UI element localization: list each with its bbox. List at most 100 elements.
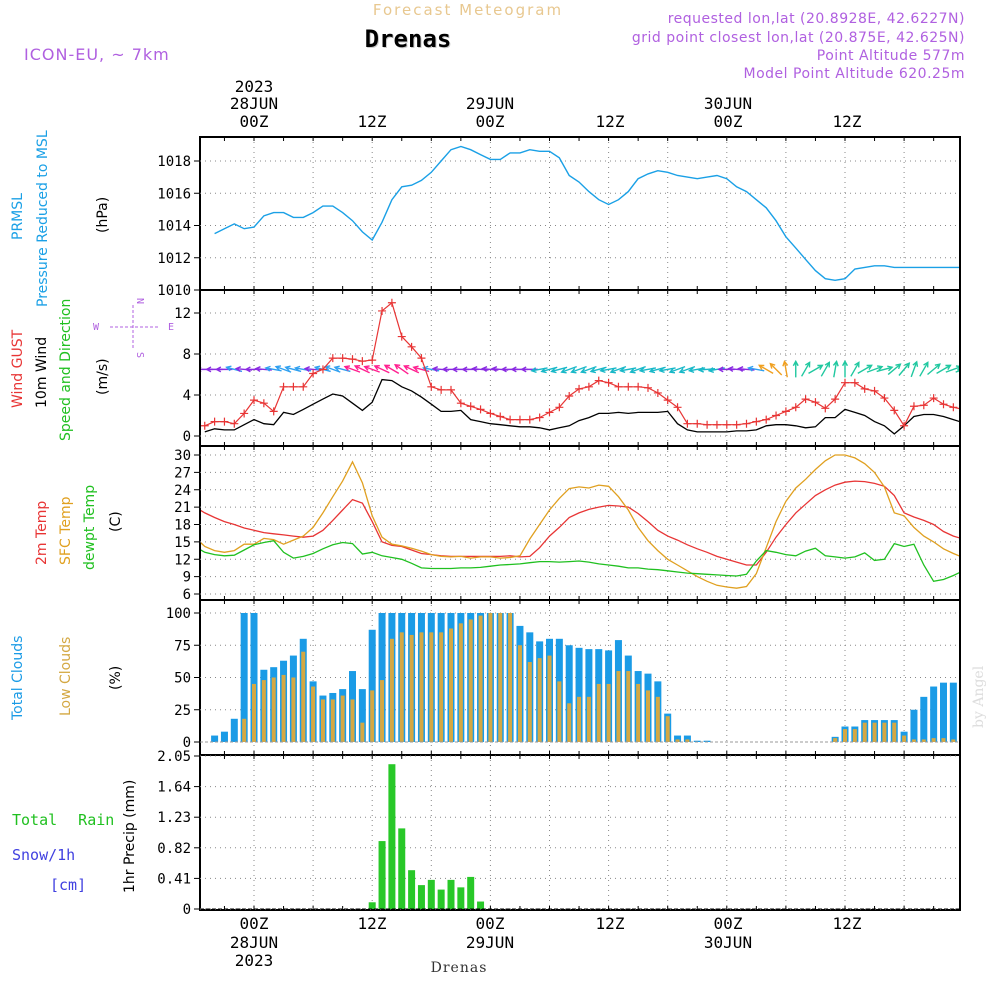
gust-marker	[318, 365, 327, 374]
total-clouds-label: Total Clouds	[10, 636, 26, 721]
rain-bar	[417, 885, 425, 909]
low-clouds-bar	[261, 680, 266, 742]
point-altitude: Point Altitude 577m	[817, 48, 965, 64]
wind-direction-arrowhead	[769, 362, 776, 369]
top-date-30jun: 30JUN	[704, 94, 752, 113]
low-clouds-bar	[458, 623, 463, 742]
low-clouds-bar	[468, 619, 473, 742]
low-clouds-bar	[931, 738, 936, 742]
low-clouds-bar	[537, 658, 542, 742]
low-clouds-bar	[429, 632, 434, 742]
wind-direction-arrowhead	[313, 365, 321, 372]
wind-direction-arrowhead	[976, 366, 981, 371]
wind-direction-arrowhead	[383, 364, 390, 371]
gust-marker	[496, 412, 505, 421]
wind-direction-arrow	[927, 363, 941, 376]
gust-label: Wind GUST	[10, 329, 26, 408]
wind-direction-arrowhead	[697, 366, 704, 373]
wind-direction-arrow	[936, 364, 951, 374]
wind-direction-arrowhead	[373, 364, 380, 371]
bottom-hour-12z-28: 12Z	[358, 914, 387, 933]
precip-labels: Total Rain Snow/1h [cm] 1hr Precip (mm)	[12, 780, 138, 894]
gust-marker	[909, 402, 918, 411]
wind-direction-arrowhead	[214, 366, 222, 373]
y-tick-label: 1012	[157, 251, 191, 267]
pressure-labels: PRMSL Pressure Reduced to MSL (hPa)	[10, 130, 111, 307]
y-tick-label: 15	[174, 535, 191, 551]
wind-direction-arrowhead	[451, 366, 458, 373]
total-clouds-bar	[693, 740, 701, 742]
low-clouds-bar	[271, 677, 276, 742]
low-clouds-bar	[892, 722, 897, 742]
wind-direction-arrow	[354, 365, 370, 374]
gust-marker	[447, 385, 455, 394]
wind-direction-arrow	[344, 365, 361, 373]
low-clouds-bar	[340, 695, 345, 742]
y-tick-label: 0.82	[157, 841, 191, 857]
panels: 1010101210141016101804812691215182124273…	[157, 136, 981, 918]
bottom-hour-00z-28: 00Z	[240, 914, 269, 933]
top-hour-12z-29: 12Z	[596, 112, 625, 131]
bottom-date-28jun: 28JUN	[230, 933, 278, 952]
low-clouds-bar	[527, 662, 532, 742]
gust-marker	[279, 382, 288, 391]
top-date-29jun: 29JUN	[466, 94, 514, 113]
wind-direction-arrow	[482, 367, 499, 371]
gust-marker	[752, 417, 761, 426]
gust-marker	[269, 407, 278, 416]
panel-4: 0 0.41 0.82 1.23 1.64 2.05	[157, 749, 961, 918]
gust-marker	[919, 401, 928, 410]
wind-direction-arrowhead	[500, 366, 507, 373]
low-clouds-bar	[350, 699, 355, 742]
wind-direction-arrowhead	[274, 365, 282, 371]
low-clouds-bar	[439, 632, 444, 742]
wind-direction-arrowhead	[945, 364, 952, 371]
low-clouds-bar	[596, 683, 601, 742]
gust-marker	[624, 382, 633, 391]
gust-marker	[693, 419, 702, 428]
y-tick-label: 75	[174, 638, 191, 654]
gust-marker	[594, 376, 603, 385]
bottom-hour-00z-29: 00Z	[476, 914, 505, 933]
top-hour-00z-30: 00Z	[714, 112, 743, 131]
wind-direction-arrowhead	[461, 366, 468, 373]
wind-direction-arrow	[876, 366, 893, 373]
low-clouds-bar	[449, 628, 453, 742]
wind-direction-arrowhead	[471, 366, 478, 373]
total-clouds-bar	[220, 731, 228, 742]
temp-labels: 2m Temp SFC Temp dewpt Temp (C)	[34, 485, 124, 570]
precip-group	[201, 764, 959, 909]
low-clouds-bar	[389, 638, 394, 742]
panel-0: 1010 1012 1014 1016 1018	[157, 136, 961, 299]
dewpt-line	[201, 539, 959, 583]
top-date-28jun: 28JUN	[230, 94, 278, 113]
pressure-line	[214, 145, 959, 282]
pressure-msl-label: Pressure Reduced to MSL	[35, 130, 51, 307]
gust-marker	[565, 392, 574, 401]
gust-marker	[900, 421, 909, 430]
gust-marker	[378, 306, 387, 315]
low-clouds-bar	[675, 739, 680, 742]
total-clouds-bar	[565, 645, 573, 742]
gust-marker	[309, 369, 318, 378]
wind-direction-arrowhead	[244, 366, 251, 373]
wind-direction-arrowhead	[480, 366, 488, 373]
wind-direction-arrowhead	[618, 367, 626, 374]
wind-direction-arrowhead	[353, 364, 361, 371]
gust-marker	[535, 413, 544, 422]
gust-marker	[614, 382, 623, 391]
wind-direction-arrowhead	[912, 360, 919, 367]
gust-marker	[772, 411, 781, 420]
gust-marker	[850, 378, 859, 387]
bottom-date-30jun: 30JUN	[704, 933, 752, 952]
watermark: by Angel	[971, 665, 987, 728]
wind-direction-arrow	[394, 364, 409, 375]
temp-group	[201, 454, 959, 589]
low-clouds-bar	[242, 718, 247, 742]
temp-unit: (C)	[108, 511, 124, 532]
y-tick-label: 0.41	[157, 871, 191, 887]
wind-direction-arrowhead	[394, 363, 401, 370]
low-clouds-bar	[921, 739, 926, 742]
gust-marker	[299, 382, 308, 391]
gust-marker	[437, 385, 446, 394]
